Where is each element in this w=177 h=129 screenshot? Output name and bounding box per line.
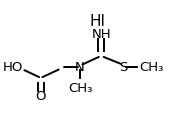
Text: NH: NH [92, 28, 111, 41]
Text: N: N [75, 61, 85, 74]
Text: HI: HI [89, 14, 105, 29]
Text: CH₃: CH₃ [68, 82, 92, 95]
Text: S: S [119, 61, 127, 74]
Text: HO: HO [3, 61, 24, 74]
Text: O: O [36, 90, 46, 103]
Text: CH₃: CH₃ [139, 61, 163, 74]
